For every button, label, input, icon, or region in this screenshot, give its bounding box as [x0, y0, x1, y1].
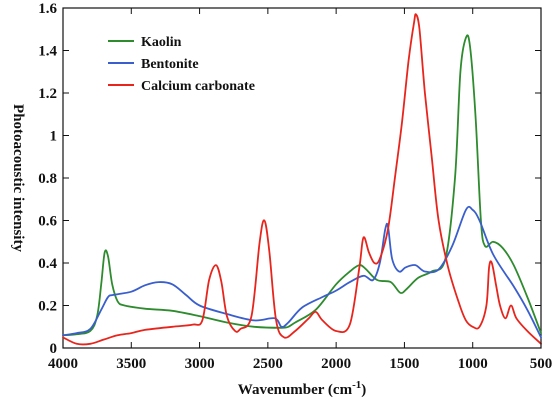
x-axis-title-superscript: -1: [352, 379, 361, 391]
x-tick-label: 2000: [321, 356, 351, 372]
y-tick-label: 0.6: [38, 214, 57, 230]
x-tick-label: 2500: [253, 356, 283, 372]
y-tick-label: 0.2: [38, 299, 57, 315]
ticks-layer: 4000 3500 3000 2500 2000 1500 1000 500 0 0.2 0.4 0.…: [38, 1, 552, 372]
series-layer: [62, 13, 542, 346]
x-tick-label: 4000: [48, 356, 78, 372]
plot-frame: [62, 7, 542, 349]
y-axis-title: Photoacoustic intensity: [10, 104, 26, 252]
y-tick-label: 1: [50, 129, 58, 145]
x-axis-title: Wavenumber (cm-1): [238, 379, 366, 398]
y-tick-label: 0: [50, 341, 58, 357]
x-tick-label: 1500: [389, 356, 419, 372]
series-line-bentonite: [62, 205, 542, 339]
y-tick-label: 1.4: [38, 44, 57, 60]
y-tick-label: 0.8: [38, 171, 57, 187]
x-tick-label: 3000: [185, 356, 215, 372]
y-tick-label: 1.6: [38, 1, 57, 17]
x-tick-label: 1000: [458, 356, 488, 372]
x-tick-label: 500: [530, 356, 552, 372]
legend-label-kaolin: Kaolin: [141, 35, 182, 50]
x-tick-label: 3500: [116, 356, 146, 372]
legend-label-calcium-carbonate: Calcium carbonate: [141, 79, 255, 94]
legend: Kaolin Bentonite Calcium carbonate: [108, 35, 255, 94]
series-line-calcium-carbonate: [62, 13, 542, 346]
y-tick-label: 1.2: [38, 86, 57, 102]
x-axis-title-close: ): [361, 382, 366, 398]
x-axis-title-main: Wavenumber (cm: [238, 382, 353, 398]
legend-label-bentonite: Bentonite: [141, 57, 199, 72]
y-tick-label: 0.4: [38, 256, 57, 272]
